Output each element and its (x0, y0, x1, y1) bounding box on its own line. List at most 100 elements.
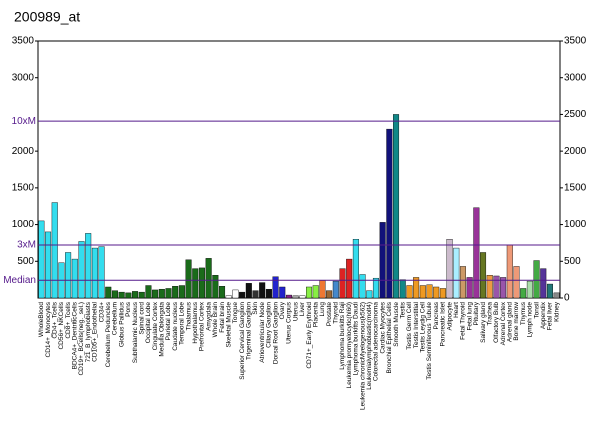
x-tick-label: Skeletal Muscle (225, 302, 232, 348)
y2-tick-label: 1000 (564, 219, 587, 230)
reference-label: Median (3, 275, 36, 286)
bar (259, 282, 266, 299)
bar (553, 292, 560, 299)
x-tick-label: Testis Leydig Cell (420, 301, 427, 352)
x-tick-label: Parietal Lobe (165, 302, 172, 341)
bar (299, 295, 306, 299)
x-tick-label: Tongue (232, 302, 239, 324)
y-tick-label: 1000 (12, 219, 35, 230)
y2-tick-label: 2500 (564, 109, 587, 120)
x-tick-label: Salivary gland (480, 302, 487, 343)
bar (439, 288, 446, 299)
x-tick-label: WholeBlood (38, 302, 45, 337)
x-tick-label: Cingulate Cortex (152, 301, 159, 350)
bar (372, 277, 379, 299)
bar (433, 286, 440, 299)
bar (406, 285, 413, 299)
x-tick-label: Testis Interstitial (413, 301, 420, 348)
x-tick-label: Pons (125, 301, 132, 317)
bar (71, 258, 78, 299)
y-tick-label: 3000 (12, 72, 35, 83)
bar (546, 283, 553, 299)
y2-tick-label: 500 (564, 256, 581, 267)
x-tick-label: Ovary (279, 301, 286, 319)
x-tick-label: Leukemia chronicMyelogenous(k562) (359, 302, 366, 410)
x-tick-label: Appendix (540, 301, 547, 329)
bar (312, 285, 319, 299)
y-tick-label: 1500 (12, 182, 35, 193)
bar (279, 286, 286, 299)
bar (326, 290, 333, 299)
y-tick-label: 500 (17, 256, 34, 267)
bar (38, 220, 45, 299)
bar (306, 286, 313, 299)
x-tick-label: Thyroid (333, 302, 340, 324)
x-tick-label: Leukemialymphoblastic(molt4) (366, 302, 373, 390)
x-tick-label: Testis (399, 301, 406, 318)
x-tick-label: Smooth Muscle (393, 302, 400, 347)
bar (51, 202, 58, 299)
y2-tick-label: 0 (564, 293, 570, 304)
bar (339, 268, 346, 299)
x-tick-label: Prostate (326, 302, 333, 327)
y2-tick-label: 1500 (564, 182, 587, 193)
x-tick-label: Thymus (520, 301, 527, 325)
x-tick-label: Liver (299, 301, 306, 316)
x-tick-label: CD71+_Early Erythroid (306, 302, 313, 369)
x-tick-label: Colorectal adenocarcinoma (373, 302, 380, 382)
x-tick-label: Kidney (553, 301, 560, 322)
x-tick-label: Subthalamic Nucleus (132, 301, 139, 363)
x-tick-label: Lung (319, 302, 326, 317)
bar (45, 231, 52, 299)
x-tick-label: Cerebellum (112, 302, 119, 335)
x-tick-label: CD14+_Monocytes (45, 301, 52, 357)
x-tick-label: Pituitary (473, 301, 480, 325)
bar (172, 286, 179, 299)
x-tick-label: Cerebellum Peduncles (105, 301, 112, 367)
bar (132, 291, 139, 299)
bar (212, 275, 219, 299)
bar (118, 291, 125, 299)
x-tick-label: Lymph node (527, 302, 534, 338)
bar (506, 244, 513, 299)
bar (205, 258, 212, 299)
x-tick-label: Uterus (292, 301, 299, 321)
bar (272, 276, 279, 299)
x-tick-label: Ciliary Ganglion (266, 302, 273, 348)
x-tick-label: Dorsal Root Ganglion (272, 302, 279, 365)
bar (453, 247, 460, 299)
x-tick-label: CD4+_Tcells (51, 301, 58, 338)
bar (540, 268, 547, 299)
x-tick-label: Amygdala (205, 302, 212, 331)
y2-tick-label: 2000 (564, 146, 587, 157)
bar (446, 239, 453, 299)
bar (78, 241, 85, 299)
bar (419, 285, 426, 299)
bar (165, 288, 172, 299)
bar (198, 267, 205, 299)
x-tick-label: Heart (453, 302, 460, 318)
bar (85, 233, 92, 299)
x-tick-label: Uterus Corpus (286, 301, 293, 344)
bar (473, 207, 480, 299)
y2-tick-label: 3500 (564, 36, 587, 47)
bar (145, 285, 152, 299)
bar (265, 288, 272, 299)
x-tick-label: Prefrontal Cortex (199, 301, 206, 351)
bar (500, 277, 507, 299)
x-tick-label: CD56+_NKCells (58, 301, 65, 349)
bar (352, 239, 359, 299)
bar (486, 275, 493, 299)
x-tick-label: Spinal cord (138, 302, 145, 335)
x-tick-label: Caudate nucleus (172, 301, 179, 351)
bar (225, 295, 232, 299)
bar (480, 252, 487, 299)
x-tick-label: Medulla Oblongata (159, 302, 166, 357)
y-tick-label: 3500 (12, 36, 35, 47)
x-tick-label: Globus Pallidus (118, 301, 125, 347)
x-tick-label: Lymphoma burkitts Raji (339, 302, 346, 370)
bar (413, 277, 420, 299)
x-tick-label: Pancreatic Islet (440, 302, 447, 347)
x-tick-label: Trigeminal Ganglion (246, 302, 253, 360)
bar (366, 290, 373, 299)
